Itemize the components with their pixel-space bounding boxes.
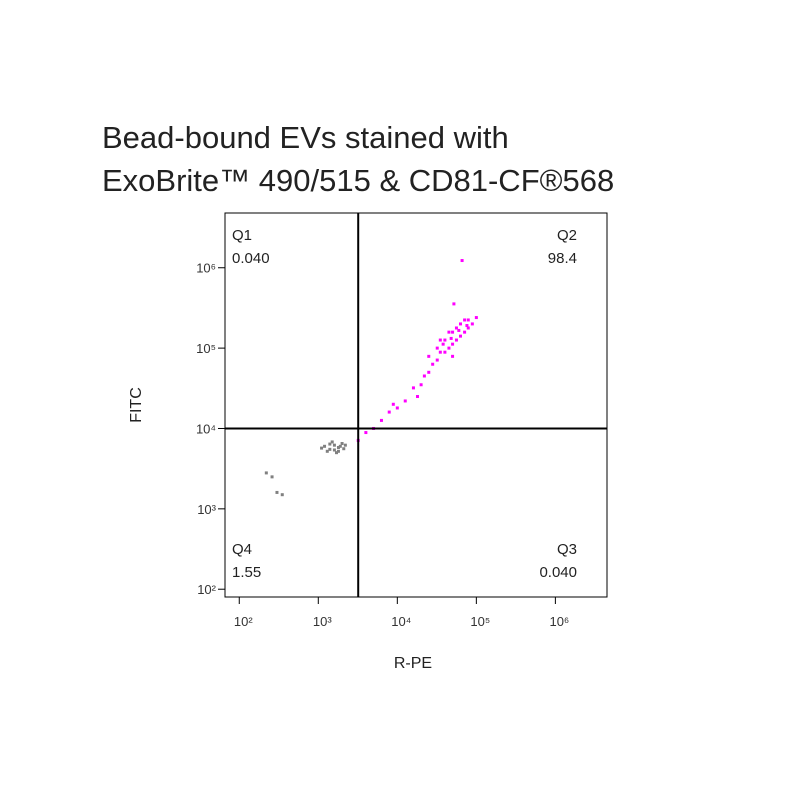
data-point <box>403 399 407 403</box>
data-point <box>474 316 478 320</box>
data-point <box>387 410 391 414</box>
y-tick-label: 10³ <box>197 502 216 517</box>
chart-title: ExoBrite™ 490/515 & CD81-CF®568 <box>102 163 614 198</box>
data-point <box>452 302 456 306</box>
data-point <box>338 444 342 448</box>
data-point <box>465 324 469 328</box>
data-point <box>460 259 464 263</box>
data-point <box>379 418 383 422</box>
y-tick-label: 10² <box>197 582 216 597</box>
quadrant-percent: 0.040 <box>232 250 270 267</box>
quadrant-name: Q2 <box>557 227 577 244</box>
data-point <box>415 394 419 398</box>
data-point <box>463 330 467 334</box>
data-point <box>438 350 442 354</box>
data-point <box>340 442 344 446</box>
x-tick-label: 10⁶ <box>549 614 569 629</box>
data-point <box>332 448 336 452</box>
y-tick-label: 10⁵ <box>196 341 216 356</box>
data-point <box>443 338 447 342</box>
chart-title: Bead-bound EVs stained with <box>102 120 509 155</box>
data-point <box>466 326 470 330</box>
quadrant-name: Q4 <box>232 541 252 558</box>
data-point <box>323 444 327 448</box>
y-axis-label: FITC <box>128 387 145 423</box>
x-tick-label: 10² <box>234 614 253 629</box>
data-point <box>342 447 346 451</box>
quadrant-name: Q1 <box>232 227 252 244</box>
quadrant-name: Q3 <box>557 541 577 558</box>
x-tick-label: 10⁴ <box>391 614 411 629</box>
data-point <box>411 386 415 390</box>
data-point <box>435 358 439 362</box>
data-point <box>441 342 445 346</box>
plot-frame <box>224 212 608 598</box>
data-point <box>330 440 334 444</box>
data-point <box>463 318 467 322</box>
data-point <box>443 350 447 354</box>
x-tick-label: 10³ <box>313 614 332 629</box>
data-point <box>454 326 458 330</box>
data-point <box>431 362 435 366</box>
data-point <box>449 336 453 340</box>
data-point <box>447 346 451 350</box>
data-point <box>451 342 455 346</box>
data-point <box>427 370 431 374</box>
data-point <box>343 443 347 447</box>
data-point <box>335 451 339 455</box>
data-point <box>419 383 423 387</box>
data-point <box>320 446 324 450</box>
data-point <box>336 445 340 449</box>
data-point <box>270 475 274 479</box>
data-point <box>422 374 426 378</box>
data-point <box>466 318 470 322</box>
data-point <box>427 354 431 358</box>
quadrant-percent: 1.55 <box>232 564 261 581</box>
y-tick-label: 10⁴ <box>196 421 216 436</box>
data-point <box>451 330 455 334</box>
quadrant-percent: 98.4 <box>548 250 577 267</box>
data-point <box>458 334 462 338</box>
x-tick-label: 10⁵ <box>470 614 490 629</box>
data-point <box>470 322 474 326</box>
data-point <box>391 402 395 406</box>
data-point <box>457 328 461 332</box>
data-point <box>328 442 332 446</box>
data-point <box>451 354 455 358</box>
data-point <box>325 449 329 453</box>
data-point <box>280 493 284 497</box>
data-point <box>438 338 442 342</box>
quadrant-percent: 0.040 <box>539 564 577 581</box>
data-point <box>275 490 279 494</box>
data-point <box>332 443 336 447</box>
x-axis-label: R-PE <box>394 655 432 672</box>
data-point <box>454 338 458 342</box>
data-point <box>364 431 368 435</box>
y-tick-label: 10⁶ <box>196 261 216 276</box>
data-point <box>447 330 451 334</box>
data-point <box>395 406 399 410</box>
data-point <box>264 471 268 475</box>
data-point <box>328 447 332 451</box>
data-point <box>458 322 462 326</box>
data-point <box>336 449 340 453</box>
data-point <box>435 346 439 350</box>
